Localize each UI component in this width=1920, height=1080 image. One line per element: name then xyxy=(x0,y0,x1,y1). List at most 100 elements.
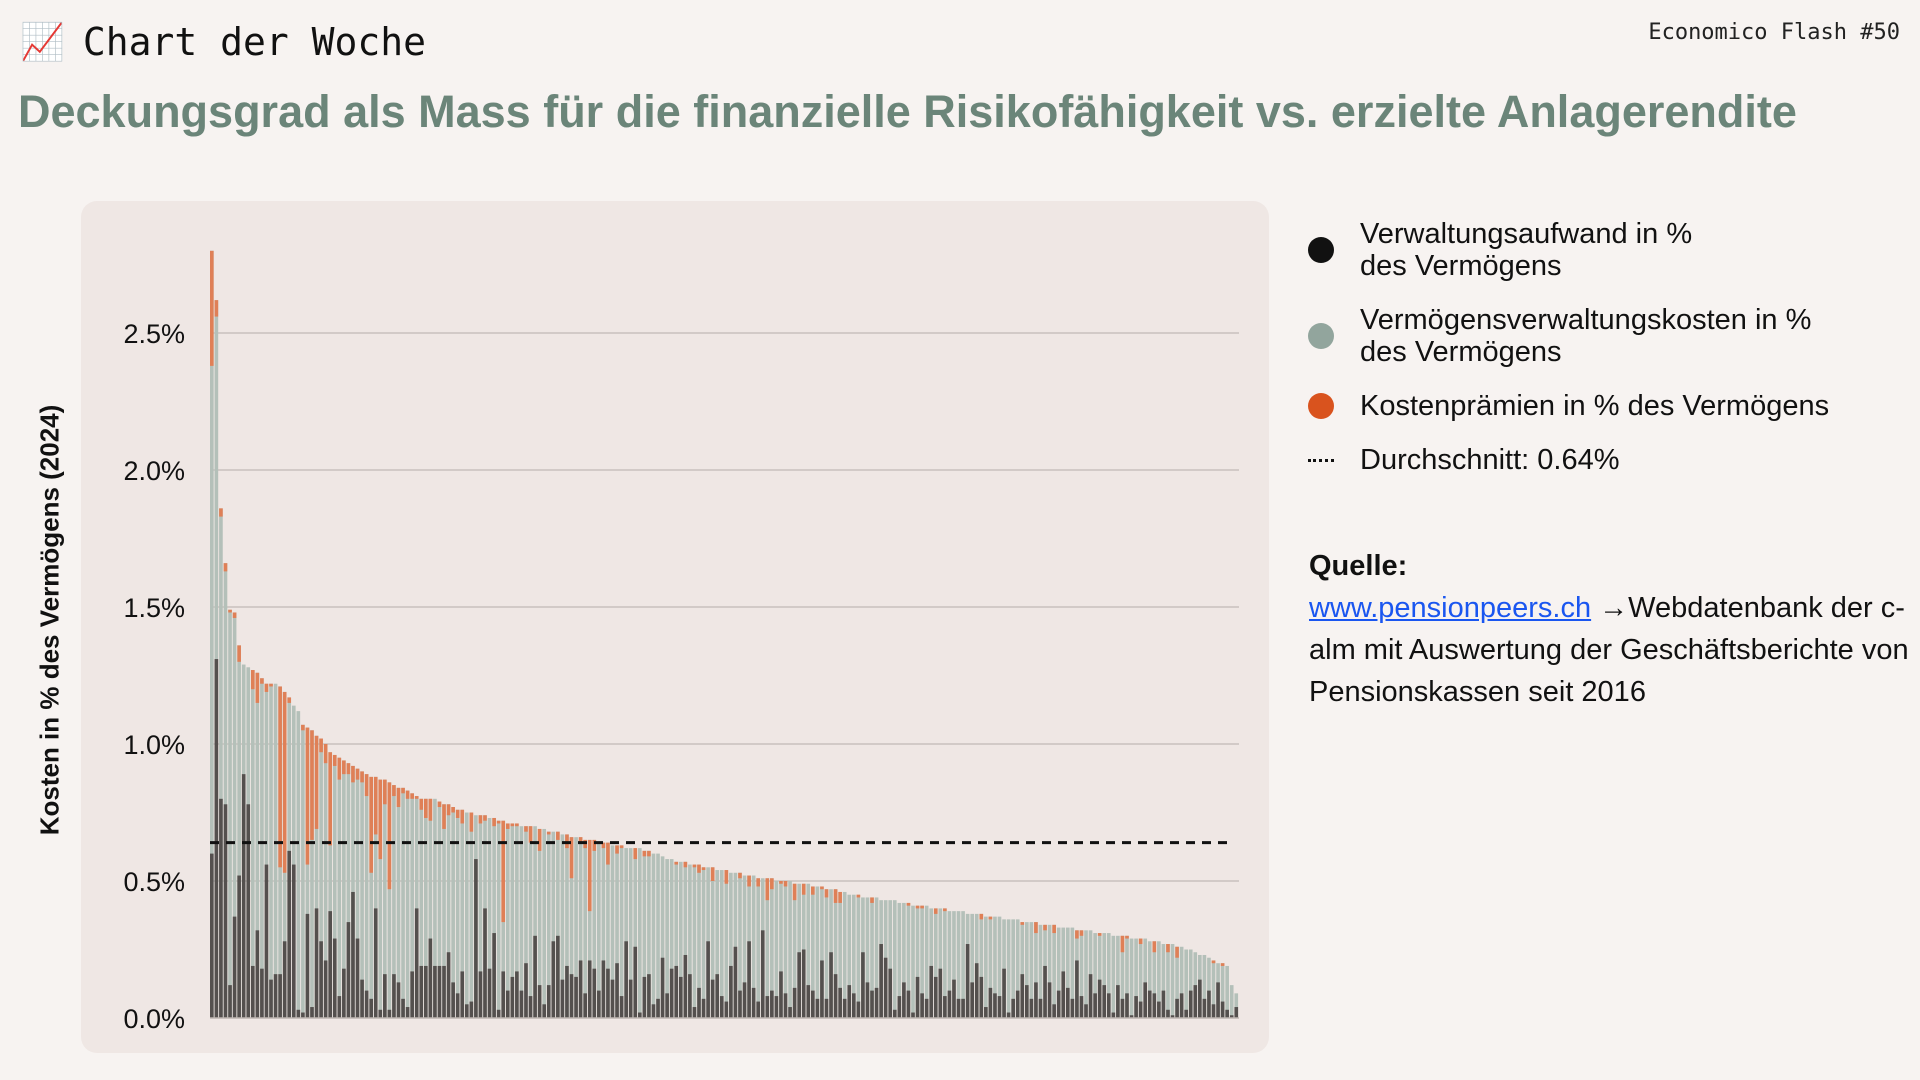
admin-cost-bar xyxy=(765,996,770,1018)
premium-bar xyxy=(710,867,715,881)
asset-cost-bar xyxy=(228,609,232,1018)
admin-cost-bar xyxy=(332,938,337,1018)
premium-bar xyxy=(770,878,774,890)
admin-cost-bar xyxy=(250,965,255,1018)
premium-bar xyxy=(674,861,679,865)
asset-cost-bar xyxy=(1207,957,1211,1018)
premium-bar xyxy=(419,798,424,810)
asset-cost-bar xyxy=(592,839,597,1018)
admin-cost-bar xyxy=(1093,993,1097,1018)
admin-cost-bar xyxy=(601,960,606,1018)
admin-cost-bar xyxy=(656,998,660,1018)
premium-bar xyxy=(524,826,528,832)
admin-cost-bar xyxy=(1234,1007,1239,1018)
asset-cost-bar xyxy=(865,897,870,1018)
premium-bar xyxy=(556,831,560,840)
asset-cost-bar xyxy=(647,850,651,1018)
premium-bar xyxy=(1175,946,1179,958)
asset-cost-bar xyxy=(929,908,934,1018)
asset-cost-bar xyxy=(487,817,492,1018)
y-tick-label: 0.5% xyxy=(123,867,185,897)
asset-cost-bar xyxy=(1084,930,1088,1018)
premium-bar xyxy=(323,744,328,764)
admin-cost-bar xyxy=(715,974,720,1018)
premium-bar xyxy=(697,864,701,873)
premium-bar xyxy=(355,768,360,780)
admin-cost-bar xyxy=(956,998,961,1018)
admin-cost-bar xyxy=(660,957,665,1018)
admin-cost-bar xyxy=(282,941,287,1018)
premium-bar xyxy=(483,815,487,821)
asset-cost-bar xyxy=(237,645,241,1018)
premium-bar xyxy=(282,691,287,873)
asset-cost-bar xyxy=(556,831,560,1018)
asset-cost-bar xyxy=(1229,985,1234,1018)
asset-cost-bar xyxy=(223,563,228,1018)
asset-cost-bar xyxy=(519,826,524,1018)
premium-bar xyxy=(1075,930,1079,939)
asset-cost-bar xyxy=(314,735,319,1018)
asset-cost-bar xyxy=(1220,963,1225,1018)
page-title: Deckungsgrad als Mass für die finanziell… xyxy=(18,86,1797,137)
asset-cost-bar xyxy=(678,861,683,1018)
asset-cost-bar xyxy=(1129,938,1134,1018)
asset-cost-bar xyxy=(583,839,587,1018)
premium-bar xyxy=(451,807,455,813)
admin-cost-bar xyxy=(879,944,883,1018)
admin-cost-bar xyxy=(1106,993,1111,1018)
asset-cost-bar xyxy=(669,859,674,1018)
asset-cost-bar xyxy=(1188,949,1193,1018)
admin-cost-bar xyxy=(1134,996,1138,1018)
y-tick-label: 2.0% xyxy=(123,456,185,486)
asset-cost-bar xyxy=(332,754,337,1018)
admin-cost-bar xyxy=(1056,990,1061,1018)
admin-cost-bar xyxy=(524,963,528,1018)
asset-cost-bar xyxy=(542,828,547,1018)
asset-cost-bar xyxy=(355,768,360,1018)
admin-cost-bar xyxy=(751,987,756,1018)
admin-cost-bar xyxy=(1193,985,1198,1018)
asset-cost-bar xyxy=(906,902,911,1018)
admin-cost-bar xyxy=(460,971,465,1018)
premium-bar xyxy=(792,883,797,901)
admin-cost-bar xyxy=(228,985,232,1018)
admin-cost-bar xyxy=(669,968,674,1018)
legend-label: Verwaltungsaufwand in % des Vermögens xyxy=(1360,218,1692,282)
asset-cost-bar xyxy=(337,757,342,1018)
asset-cost-bar xyxy=(683,861,688,1018)
admin-cost-bar xyxy=(961,998,965,1018)
asset-cost-bar xyxy=(360,771,364,1018)
admin-cost-bar xyxy=(246,804,251,1018)
premium-bar xyxy=(1120,935,1125,953)
asset-cost-bar xyxy=(1175,946,1179,1018)
premium-bar xyxy=(278,686,282,868)
source-link[interactable]: www.pensionpeers.ch xyxy=(1309,592,1592,624)
y-tick-label: 2.5% xyxy=(123,319,185,349)
admin-cost-bar xyxy=(811,990,815,1018)
legend-dot-grey-icon xyxy=(1308,323,1334,349)
premium-bar xyxy=(478,815,483,824)
legend-label: Durchschnitt: 0.64% xyxy=(1360,444,1620,476)
premium-bar xyxy=(943,908,947,912)
legend-item-admin: Verwaltungsaufwand in % des Vermögens xyxy=(1308,218,1908,282)
premium-bar xyxy=(423,798,428,818)
asset-cost-bar xyxy=(496,820,501,1018)
premium-bar xyxy=(783,881,788,887)
premium-bar xyxy=(801,883,806,895)
admin-cost-bar xyxy=(1043,965,1047,1018)
admin-cost-bar xyxy=(637,1012,642,1018)
asset-cost-bar xyxy=(833,889,838,1018)
admin-cost-bar xyxy=(642,976,647,1018)
admin-cost-bar xyxy=(1088,974,1093,1018)
premium-bar xyxy=(738,872,742,879)
asset-cost-bar xyxy=(373,776,378,1018)
asset-cost-bar xyxy=(574,837,578,1018)
asset-cost-bar xyxy=(688,864,692,1018)
admin-cost-bar xyxy=(1006,1012,1011,1018)
admin-cost-bar xyxy=(446,952,451,1018)
asset-cost-bar xyxy=(820,886,824,1018)
admin-cost-bar xyxy=(528,996,533,1018)
admin-cost-bar xyxy=(1079,996,1084,1018)
admin-cost-bar xyxy=(342,968,346,1018)
premium-bar xyxy=(401,787,405,794)
